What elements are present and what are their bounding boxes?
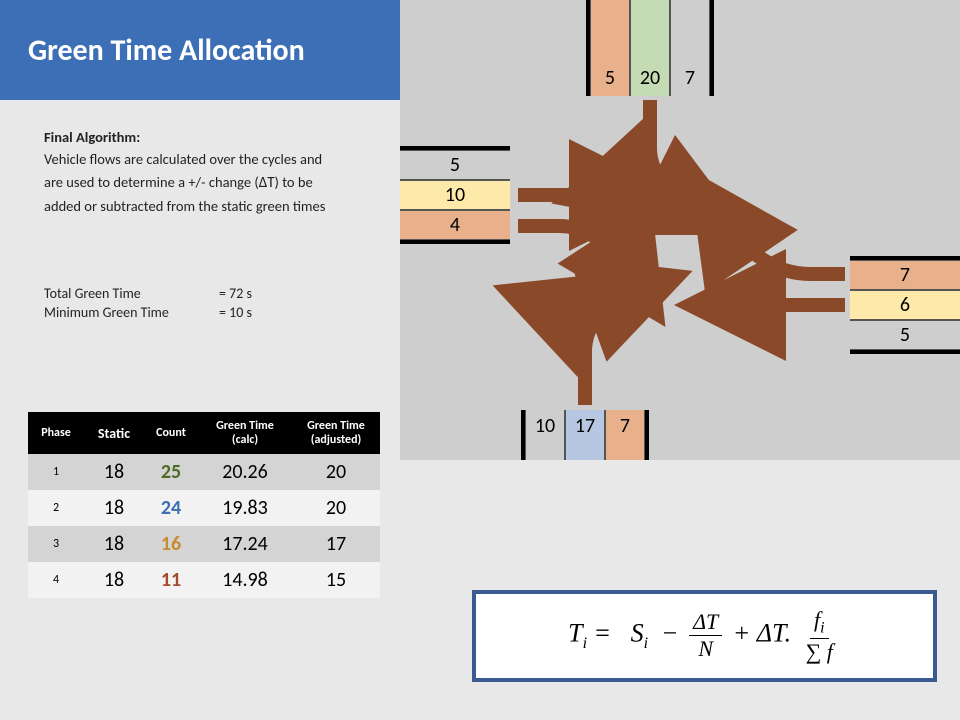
cell-static: 18 (84, 490, 144, 526)
cell-static: 18 (84, 454, 144, 490)
min-green-value: = 10 s (219, 304, 252, 321)
desc-delta: ΔT (259, 174, 275, 192)
cell-calc: 20.26 (198, 454, 292, 490)
cell-count: 11 (144, 562, 198, 598)
cell-count: 16 (144, 526, 198, 562)
cell-count: 24 (144, 490, 198, 526)
slide-title: Green Time Allocation (28, 32, 305, 69)
phase-table-body: 1182520.26202182419.83203181617.24174181… (28, 454, 380, 598)
formula: Ti = Si − ΔTN + ΔT. fi∑ f (568, 607, 841, 664)
cell-count: 25 (144, 454, 198, 490)
table-row: 1182520.2620 (28, 454, 380, 490)
col-count: Count (144, 412, 198, 454)
cell-static: 18 (84, 562, 144, 598)
cell-adj: 20 (292, 490, 380, 526)
table-row: 2182419.8320 (28, 490, 380, 526)
cell-phase: 1 (28, 454, 84, 490)
total-green-value: = 72 s (219, 285, 252, 302)
formula-box: Ti = Si − ΔTN + ΔT. fi∑ f (472, 590, 937, 682)
table-row: 3181617.2417 (28, 526, 380, 562)
phase-table: Phase Static Count Green Time (calc) Gre… (28, 412, 380, 598)
cell-static: 18 (84, 526, 144, 562)
cell-calc: 14.98 (198, 562, 292, 598)
cell-adj: 17 (292, 526, 380, 562)
totals-block: Total Green Time= 72 s Minimum Green Tim… (44, 285, 252, 323)
min-green-label: Minimum Green Time (44, 304, 219, 321)
col-phase: Phase (28, 412, 84, 454)
col-static: Static (84, 412, 144, 454)
cell-phase: 3 (28, 526, 84, 562)
flow-arrows (400, 0, 960, 460)
cell-adj: 20 (292, 454, 380, 490)
cell-phase: 2 (28, 490, 84, 526)
cell-calc: 17.24 (198, 526, 292, 562)
cell-adj: 15 (292, 562, 380, 598)
cell-calc: 19.83 (198, 490, 292, 526)
table-row: 4181114.9815 (28, 562, 380, 598)
desc-heading: Final Algorithm: (44, 128, 140, 146)
algorithm-description: Final Algorithm: Vehicle flows are calcu… (44, 126, 344, 218)
intersection-diagram: 5 10 4 5 20 7 7 6 5 10 17 7 (400, 0, 960, 460)
col-adj: Green Time (adjusted) (292, 412, 380, 454)
col-calc: Green Time (calc) (198, 412, 292, 454)
total-green-label: Total Green Time (44, 285, 219, 302)
cell-phase: 4 (28, 562, 84, 598)
